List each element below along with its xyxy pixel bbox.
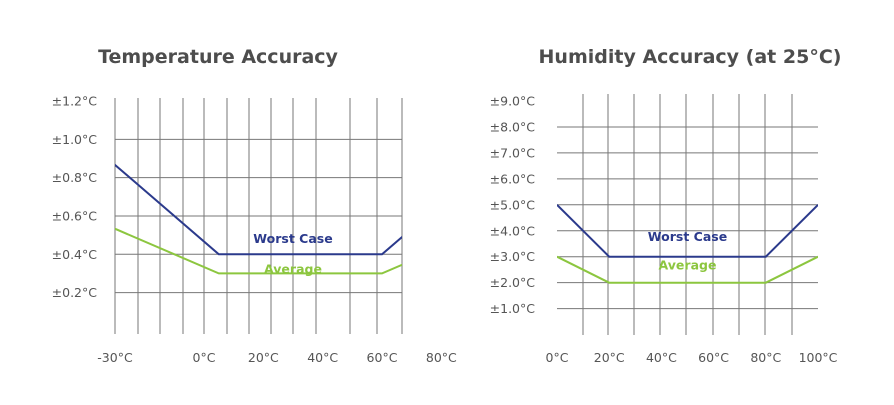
x-tick-label: 80°C: [426, 350, 457, 365]
y-tick-label: ±9.0°C: [490, 94, 536, 109]
x-tick-label: 20°C: [594, 350, 625, 365]
y-tick-label: ±1.0°C: [52, 132, 98, 147]
x-tick-label: 100°C: [799, 350, 838, 365]
x-tick-label: 60°C: [698, 350, 729, 365]
series-line-average: [557, 255, 818, 284]
x-tick-label: 60°C: [367, 350, 398, 365]
x-tick-label: -30°C: [97, 350, 133, 365]
y-tick-label: ±1.2°C: [52, 94, 98, 109]
chart-title: Temperature Accuracy: [98, 46, 338, 68]
y-tick-label: ±6.0°C: [490, 171, 536, 186]
y-tick-label: ±0.4°C: [52, 247, 98, 262]
x-tick-label: 0°C: [546, 350, 569, 365]
y-tick-label: ±0.6°C: [52, 208, 98, 223]
y-tick-label: ±1.0°C: [490, 301, 536, 316]
x-tick-label: 0°C: [193, 350, 216, 365]
series-line-worst-case: [557, 204, 818, 258]
chart-title: Humidity Accuracy (at 25°C): [539, 46, 842, 68]
temperature-chart: Temperature Accuracy ±0.2°C ±0.4°C ±0.6°C ±…: [52, 46, 457, 365]
x-tick-label: 20°C: [248, 350, 279, 365]
y-tick-label: ±2.0°C: [490, 275, 536, 290]
y-tick-label: ±7.0°C: [490, 145, 536, 160]
y-tick-label: ±0.2°C: [52, 285, 98, 300]
y-tick-label: ±5.0°C: [490, 197, 536, 212]
series-line-worst-case: [115, 163, 402, 256]
y-tick-label: ±4.0°C: [490, 223, 536, 238]
series-label-average: Average: [264, 261, 322, 276]
y-tick-label: ±8.0°C: [490, 119, 536, 134]
humidity-chart: Humidity Accuracy (at 25°C) ±1.0°C ±2.0°C…: [490, 46, 842, 365]
series-line-average: [115, 227, 402, 275]
x-tick-label: 40°C: [307, 350, 338, 365]
series-label-worst-case: Worst Case: [648, 229, 727, 244]
x-tick-label: 80°C: [750, 350, 781, 365]
x-tick-label: 40°C: [646, 350, 677, 365]
y-tick-label: ±0.8°C: [52, 170, 98, 185]
series-label-average: Average: [659, 258, 717, 273]
y-tick-label: ±3.0°C: [490, 249, 536, 264]
series-label-worst-case: Worst Case: [253, 231, 332, 246]
